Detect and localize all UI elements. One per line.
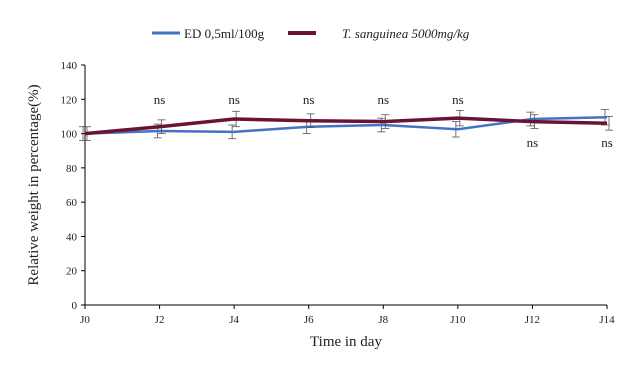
y-tick-label: 20 [66,266,78,278]
x-tick-label: J12 [525,314,540,326]
legend-label: T. sanguinea 5000mg/kg [342,26,470,41]
legend: ED 0,5ml/100g T. sanguinea 5000mg/kg [152,26,470,41]
significance-label: ns [601,135,613,150]
y-tick-label: 100 [61,129,78,141]
x-tick-label: J4 [229,314,239,326]
y-tick-label: 120 [61,94,78,106]
error-bar [605,116,613,131]
series-2 [83,110,613,141]
x-tick-label: J14 [599,314,615,326]
y-tick-label: 80 [66,163,78,175]
y-tick-label: 0 [72,300,78,312]
significance-label: ns [303,92,315,107]
axes: 0 20 40 60 80 100 120 140 J0 J2 J4 J6 J8 J10 J12 J14 [61,60,616,326]
y-axis-title: Relative weight in percentage(%) [26,84,42,285]
annotation-layer: ns ns ns ns ns ns ns [154,92,613,150]
x-tick-label: J2 [155,314,165,326]
y-tick-label: 40 [66,231,78,243]
x-tick-label: J6 [304,314,314,326]
legend-item-1: ED 0,5ml/100g [152,26,265,41]
legend-label: ED 0,5ml/100g [184,26,265,41]
y-tick-label: 140 [61,60,78,72]
significance-label: ns [452,92,464,107]
x-tick-label: J10 [450,314,466,326]
x-tick-label: J8 [378,314,388,326]
legend-item-2: T. sanguinea 5000mg/kg [288,26,470,41]
significance-label: ns [527,135,539,150]
x-axis-title: Time in day [310,334,382,350]
significance-label: ns [154,92,166,107]
significance-label: ns [378,92,390,107]
y-tick-label: 60 [66,197,78,209]
significance-label: ns [228,92,240,107]
series-line [84,116,608,136]
x-tick-label: J0 [80,314,90,326]
series-layer [79,109,613,141]
